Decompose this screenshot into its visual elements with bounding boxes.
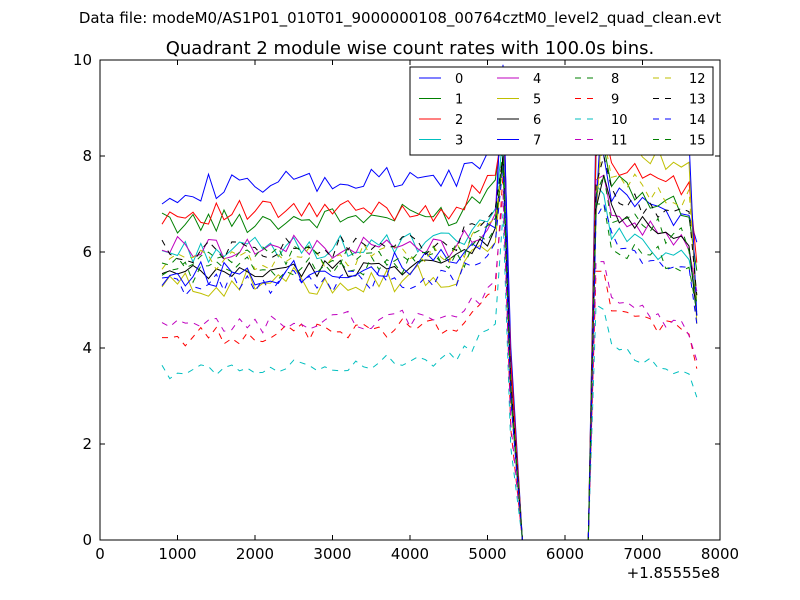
- series-line-4: [161, 79, 698, 540]
- series-line-11: [161, 194, 698, 540]
- y-tick-label: 8: [82, 147, 92, 165]
- series-line-8: [161, 146, 698, 540]
- legend-label-4: 4: [533, 72, 541, 87]
- legend-label-14: 14: [689, 113, 706, 128]
- x-tick-label: 7000: [623, 545, 661, 563]
- legend-label-2: 2: [455, 113, 463, 128]
- series-line-9: [162, 175, 698, 540]
- x-tick-label: 2000: [236, 545, 274, 563]
- plot-area: [161, 64, 698, 540]
- legend-label-15: 15: [689, 134, 706, 149]
- legend-label-5: 5: [533, 93, 541, 108]
- x-tick-label: 8000: [701, 545, 739, 563]
- x-axis: 0 1000 2000 3000 4000 5000 6000 7000 8000: [95, 60, 739, 563]
- y-tick-label: 6: [82, 243, 92, 261]
- series-line-12: [161, 136, 698, 540]
- series-line-15: [161, 165, 698, 540]
- y-tick-label: 2: [82, 435, 92, 453]
- legend-label-0: 0: [455, 72, 463, 87]
- legend-label-3: 3: [455, 134, 463, 149]
- legend-label-1: 1: [455, 93, 463, 108]
- series-line-1: [161, 127, 698, 540]
- y-tick-label: 10: [73, 51, 92, 69]
- x-tick-label: 0: [95, 545, 105, 563]
- legend-label-11: 11: [611, 134, 628, 149]
- series-line-14: [161, 165, 698, 540]
- legend-label-8: 8: [611, 72, 619, 87]
- legend-label-9: 9: [611, 93, 619, 108]
- legend-label-12: 12: [689, 72, 706, 87]
- legend-label-6: 6: [533, 113, 541, 128]
- y-tick-label: 4: [82, 339, 92, 357]
- series-line-2: [161, 125, 698, 540]
- series-line-5: [161, 98, 698, 540]
- chart-title: Quadrant 2 module wise count rates with …: [166, 38, 655, 59]
- series-line-3: [161, 136, 698, 540]
- y-tick-label: 0: [82, 531, 92, 549]
- x-tick-label: 5000: [468, 545, 506, 563]
- legend-label-13: 13: [689, 93, 706, 108]
- x-offset-label: +1.85555e8: [627, 564, 720, 582]
- x-tick-label: 3000: [313, 545, 351, 563]
- x-tick-label: 4000: [391, 545, 429, 563]
- series-line-0: [161, 93, 698, 540]
- series-line-6: [161, 155, 698, 540]
- series-line-10: [161, 213, 698, 540]
- x-tick-label: 6000: [546, 545, 584, 563]
- legend-label-7: 7: [533, 134, 541, 149]
- x-tick-label: 1000: [158, 545, 196, 563]
- legend-box: [409, 66, 714, 156]
- suptitle: Data file: modeM0/AS1P01_010T01_90000001…: [79, 9, 721, 28]
- legend-label-10: 10: [611, 113, 628, 128]
